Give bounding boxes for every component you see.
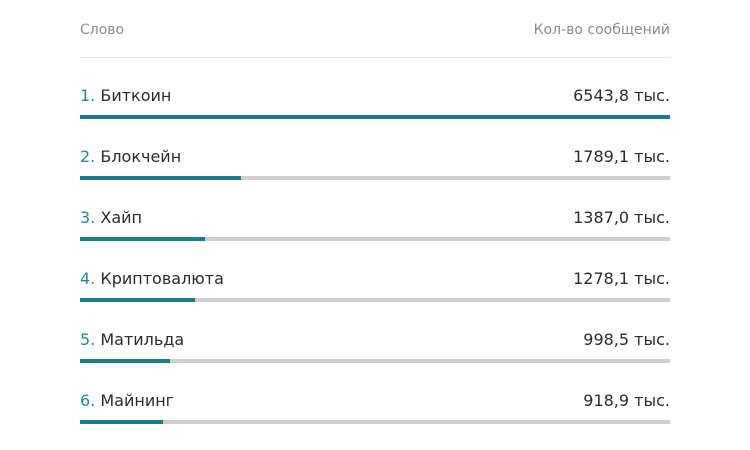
- chart-row: 3. Хайп 1387,0 тыс.: [80, 204, 670, 265]
- row-label: 3. Хайп: [80, 208, 142, 227]
- chart-row: 2. Блокчейн 1789,1 тыс.: [80, 143, 670, 204]
- row-rank: 4.: [80, 269, 96, 288]
- bar-fill: [80, 176, 241, 180]
- bar-fill: [80, 115, 670, 119]
- row-rank: 5.: [80, 330, 96, 349]
- row-word: Хайп: [95, 208, 142, 227]
- bar-fill: [80, 359, 170, 363]
- row-rank: 2.: [80, 147, 96, 166]
- chart-row: 5. Матильда 998,5 тыс.: [80, 326, 670, 387]
- bar-fill: [80, 420, 163, 424]
- row-word: Блокчейн: [95, 147, 182, 166]
- chart-rows: 1. Биткоин 6543,8 тыс. 2. Блокчейн 1789,1 т…: [80, 82, 670, 448]
- row-value-label: 1278,1 тыс.: [573, 269, 670, 288]
- word-frequency-chart: Слово Кол-во сообщений 1. Биткоин 6543,8 …: [80, 0, 670, 450]
- bar-fill: [80, 237, 205, 241]
- row-rank: 6.: [80, 391, 96, 410]
- row-word: Криптовалюта: [95, 269, 224, 288]
- header-divider: [80, 57, 670, 58]
- row-rank: 3.: [80, 208, 96, 227]
- row-word: Майнинг: [95, 391, 175, 410]
- row-label: 4. Криптовалюта: [80, 269, 224, 288]
- row-label: 5. Матильда: [80, 330, 184, 349]
- row-label: 6. Майнинг: [80, 391, 174, 410]
- table-header: Слово Кол-во сообщений: [80, 22, 670, 44]
- row-value-label: 918,9 тыс.: [583, 391, 670, 410]
- row-word: Биткоин: [95, 86, 172, 105]
- bar-track: [80, 359, 670, 363]
- row-label: 2. Блокчейн: [80, 147, 181, 166]
- bar-track: [80, 420, 670, 424]
- bar-track: [80, 115, 670, 119]
- chart-row: 1. Биткоин 6543,8 тыс.: [80, 82, 670, 143]
- row-value-label: 1387,0 тыс.: [573, 208, 670, 227]
- row-value-label: 6543,8 тыс.: [573, 86, 670, 105]
- chart-row: 4. Криптовалюта 1278,1 тыс.: [80, 265, 670, 326]
- row-value-label: 998,5 тыс.: [583, 330, 670, 349]
- bar-fill: [80, 298, 195, 302]
- row-value-label: 1789,1 тыс.: [573, 147, 670, 166]
- bar-track: [80, 176, 670, 180]
- row-word: Матильда: [95, 330, 185, 349]
- bar-track: [80, 237, 670, 241]
- row-label: 1. Биткоин: [80, 86, 171, 105]
- row-rank: 1.: [80, 86, 96, 105]
- column-header-count: Кол-во сообщений: [533, 22, 670, 38]
- chart-row: 6. Майнинг 918,9 тыс.: [80, 387, 670, 448]
- bar-track: [80, 298, 670, 302]
- column-header-word: Слово: [80, 22, 125, 38]
